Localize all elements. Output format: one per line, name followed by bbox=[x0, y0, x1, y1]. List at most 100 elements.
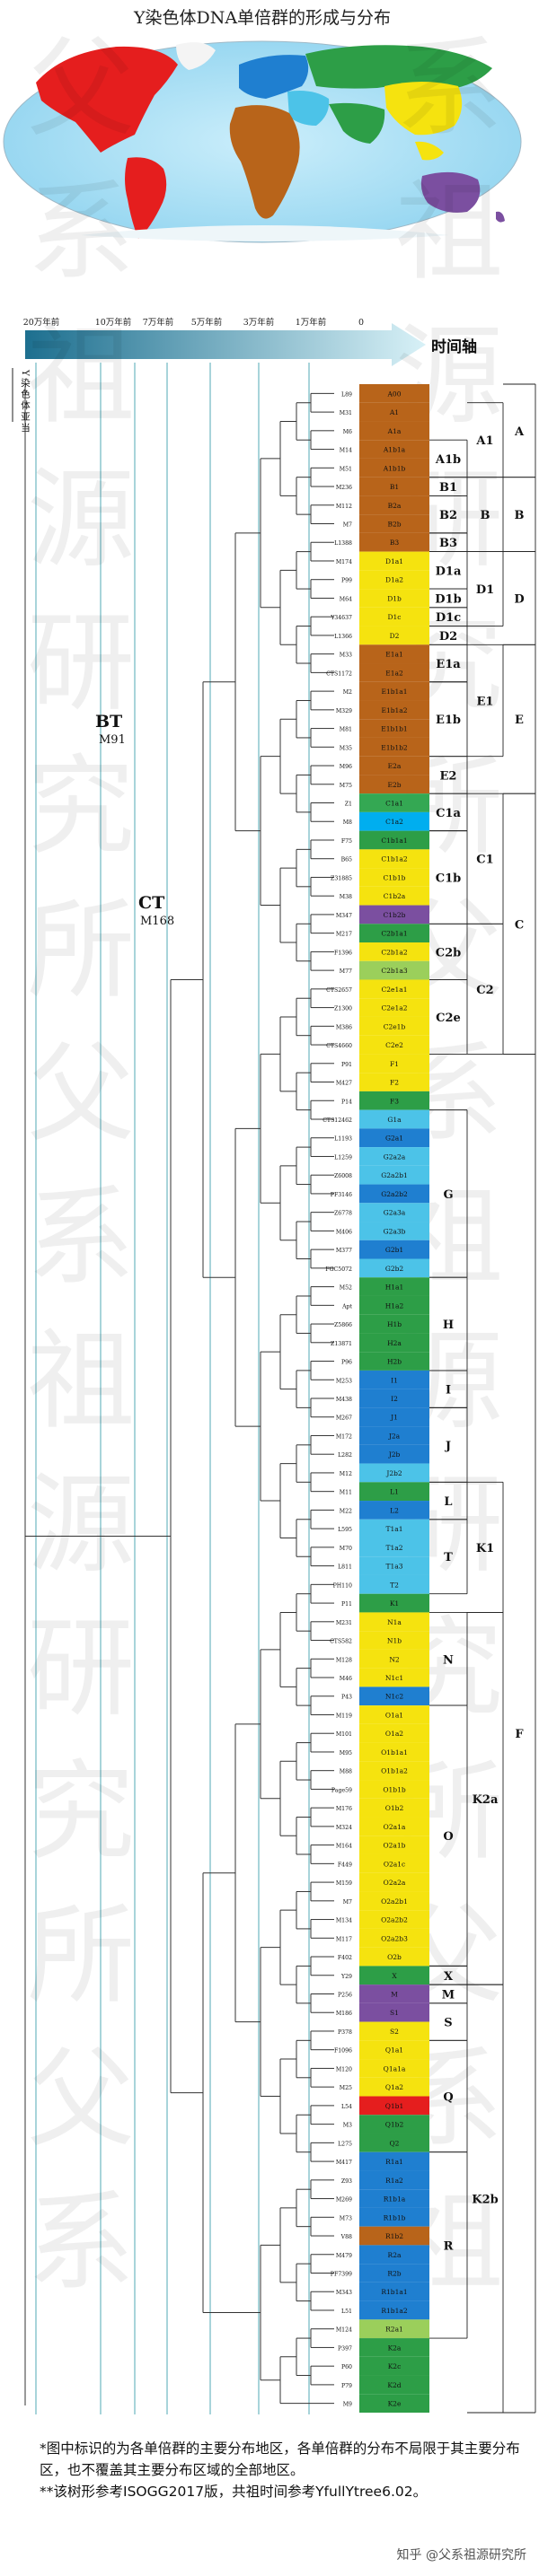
clade-label: D1 bbox=[476, 583, 494, 597]
haplogroup-name: G2b2 bbox=[385, 1265, 404, 1273]
haplogroup-name: L1 bbox=[390, 1488, 399, 1496]
timeline-tick: 5万年前 bbox=[191, 317, 223, 328]
haplogroup-name: H1a2 bbox=[385, 1301, 404, 1310]
haplogroup-cell bbox=[359, 607, 429, 626]
central-asia-region bbox=[305, 45, 492, 90]
haplogroup-name: C2b1a1 bbox=[381, 930, 407, 938]
snp-marker: M73 bbox=[340, 2215, 352, 2221]
haplogroup-name: D1a1 bbox=[385, 557, 403, 565]
haplogroup-name: C1b1a1 bbox=[381, 837, 407, 845]
clade-label: B bbox=[481, 509, 490, 522]
timeline-tick: 3万年前 bbox=[243, 317, 275, 328]
snp-marker: V88 bbox=[340, 2234, 352, 2240]
snp-marker: M236 bbox=[336, 485, 352, 491]
haplogroup-cell bbox=[359, 1687, 429, 1706]
snp-marker: Z6778 bbox=[334, 1211, 352, 1217]
svg-text:祖: 祖 bbox=[395, 171, 503, 295]
snp-marker: M120 bbox=[336, 2066, 352, 2072]
snp-marker: M267 bbox=[336, 1415, 352, 1422]
clade-label: O bbox=[443, 1830, 453, 1844]
haplogroup-name: O2a1b bbox=[384, 1842, 406, 1850]
snp-marker: M9 bbox=[343, 2402, 352, 2408]
haplogroup-name: J2b bbox=[388, 1450, 401, 1459]
haplogroup-column: A00 L89 A1 M31 A1a M6 A1b1a M14 A1b1b M51 B1 M236 B2… bbox=[323, 384, 429, 2413]
snp-marker: M101 bbox=[336, 1731, 352, 1738]
svg-text:父: 父 bbox=[27, 1032, 135, 1157]
haplogroup-cell bbox=[359, 1538, 429, 1557]
haplogroup-name: O2a1c bbox=[384, 1860, 405, 1868]
haplogroup-cell bbox=[359, 793, 429, 812]
haplogroup-cell bbox=[359, 1891, 429, 1911]
south-america-region bbox=[125, 157, 167, 239]
haplogroup-name: G2a3a bbox=[384, 1209, 406, 1217]
snp-marker: F449 bbox=[338, 1862, 352, 1868]
snp-marker: FGC5072 bbox=[325, 1266, 352, 1273]
node-ct: CT M168 bbox=[138, 893, 174, 928]
snp-marker: M406 bbox=[336, 1229, 352, 1235]
snp-marker: Z5866 bbox=[334, 1322, 352, 1328]
haplogroup-cell bbox=[359, 1389, 429, 1408]
haplogroup-name: T2 bbox=[390, 1581, 399, 1589]
haplogroup-cell bbox=[359, 1761, 429, 1781]
snp-marker: CTS2657 bbox=[326, 987, 352, 994]
snp-marker: M96 bbox=[340, 764, 352, 770]
europe-region bbox=[239, 55, 309, 99]
haplogroup-cell bbox=[359, 440, 429, 459]
timeline-tick: 10万年前 bbox=[95, 317, 132, 328]
haplogroup-name: L2 bbox=[390, 1506, 399, 1514]
snp-marker: F402 bbox=[338, 1955, 352, 1961]
haplogroup-cell bbox=[359, 737, 429, 757]
clade-label: A bbox=[514, 425, 525, 439]
clade-label: J bbox=[445, 1440, 451, 1453]
clade-label: M bbox=[442, 1988, 455, 2002]
south-asia-region bbox=[329, 102, 385, 144]
clade-label: Q bbox=[443, 2091, 453, 2105]
haplogroup-cell bbox=[359, 886, 429, 906]
haplogroup-name: F1 bbox=[390, 1060, 399, 1068]
snp-marker: M11 bbox=[340, 1490, 352, 1496]
haplogroup-name: G1a bbox=[387, 1116, 402, 1124]
phylo-tree bbox=[24, 386, 334, 2405]
haplogroup-name: T1a2 bbox=[385, 1544, 402, 1552]
haplogroup-cell bbox=[359, 924, 429, 943]
snp-marker: L51 bbox=[341, 2309, 352, 2315]
svg-text:父: 父 bbox=[27, 27, 135, 152]
clade-label: E1b bbox=[436, 714, 461, 727]
snp-marker: PF3146 bbox=[331, 1192, 352, 1198]
haplogroup-cell bbox=[359, 2207, 429, 2227]
antarctica-region bbox=[81, 225, 449, 241]
haplogroup-name: N1a bbox=[387, 1618, 402, 1626]
haplogroup-name: E1b1b2 bbox=[381, 743, 408, 751]
clade-label: C1b bbox=[436, 872, 461, 885]
svg-text:研: 研 bbox=[27, 601, 135, 726]
haplogroup-name: N2 bbox=[389, 1655, 400, 1663]
snp-marker: M164 bbox=[336, 1844, 352, 1850]
snp-marker: L282 bbox=[338, 1452, 352, 1459]
haplogroup-name: A1 bbox=[389, 408, 399, 416]
snp-marker: P99 bbox=[341, 578, 352, 584]
haplogroup-cell bbox=[359, 979, 429, 999]
snp-marker: M253 bbox=[336, 1378, 352, 1384]
haplogroup-name: S2 bbox=[390, 2028, 399, 2036]
world-map bbox=[3, 40, 522, 243]
clade-label: B2 bbox=[439, 509, 457, 522]
haplogroup-cell bbox=[359, 1631, 429, 1650]
haplogroup-name: S1 bbox=[390, 2009, 399, 2017]
haplogroup-cell bbox=[359, 2170, 429, 2190]
snp-marker: Y34637 bbox=[330, 615, 352, 621]
timeline-tick: 7万年前 bbox=[143, 317, 174, 328]
haplogroup-cell bbox=[359, 1853, 429, 1873]
haplogroup-cell bbox=[359, 2021, 429, 2041]
haplogroup-cell bbox=[359, 2077, 429, 2097]
watermark: 知乎 @父系祖源研究所 bbox=[396, 2548, 526, 2563]
snp-marker: L1388 bbox=[334, 540, 352, 547]
snp-marker: M22 bbox=[340, 1508, 352, 1514]
snp-marker: CTS4660 bbox=[326, 1043, 352, 1049]
haplogroup-name: M bbox=[391, 1990, 398, 1998]
haplogroup-cell bbox=[359, 1184, 429, 1204]
snp-marker: M128 bbox=[336, 1657, 352, 1663]
haplogroup-name: C2b1a3 bbox=[381, 967, 408, 975]
haplogroup-name: C2e1a1 bbox=[382, 986, 408, 994]
clade-label: C2 bbox=[476, 984, 493, 997]
node-bt-label: BT bbox=[95, 712, 122, 732]
